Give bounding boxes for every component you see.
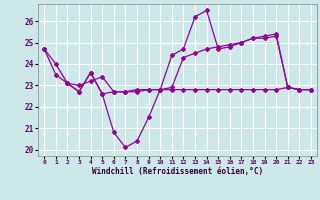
X-axis label: Windchill (Refroidissement éolien,°C): Windchill (Refroidissement éolien,°C) — [92, 167, 263, 176]
